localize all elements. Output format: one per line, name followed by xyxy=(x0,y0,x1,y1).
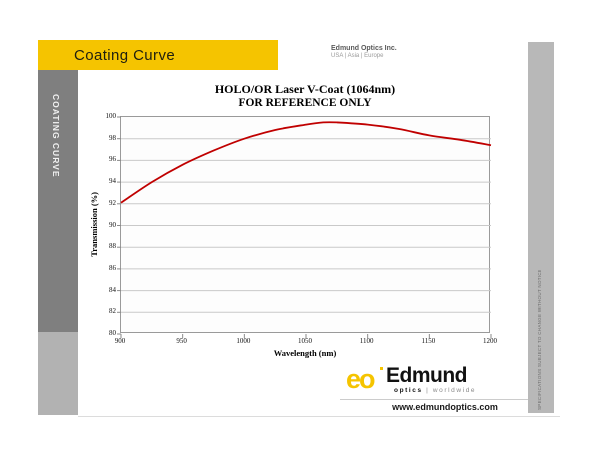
y-tick-label: 94 xyxy=(109,177,116,186)
footer-divider xyxy=(340,399,528,400)
x-tick-label: 950 xyxy=(176,337,187,345)
page-title: Coating Curve xyxy=(74,46,176,64)
transmission-chart-plot xyxy=(117,116,492,338)
y-tick-label: 80 xyxy=(109,329,116,337)
x-tick-label: 900 xyxy=(114,337,126,345)
y-tick-label: 90 xyxy=(109,220,116,229)
y-tick-label: 92 xyxy=(109,198,116,207)
x-tick-label: 1050 xyxy=(298,337,312,345)
logo-letter-o: o xyxy=(359,364,375,394)
sidebar-tab: COATING CURVE xyxy=(38,70,78,332)
sidebar-tab-label: COATING CURVE xyxy=(51,94,61,178)
y-tick-label: 88 xyxy=(109,242,116,251)
page-bottom-rule xyxy=(78,416,560,417)
x-tick-label: 1100 xyxy=(359,337,374,345)
company-regions: USA | Asia | Europe xyxy=(331,53,384,59)
y-tick-label: 96 xyxy=(109,155,116,164)
company-block: Edmund Optics Inc. USA | Asia | Europe xyxy=(331,45,397,59)
edge-strip: SPECIFICATIONS SUBJECT TO CHANGE WITHOUT… xyxy=(528,42,554,413)
x-tick-label: 1150 xyxy=(421,337,436,345)
header-bar: Coating Curve xyxy=(38,40,278,70)
y-tick-label: 84 xyxy=(109,285,116,294)
y-tick-label: 98 xyxy=(109,133,116,142)
x-tick-label: 1000 xyxy=(236,337,251,345)
y-tick-label: 100 xyxy=(105,112,117,120)
eo-logo-mark-icon: e o xyxy=(346,364,375,394)
x-axis-label: Wavelength (nm) xyxy=(273,348,337,358)
logo-name: Edmund xyxy=(386,364,468,387)
y-axis-label-wrap: Transmission (%) xyxy=(88,116,100,333)
company-name: Edmund Optics Inc. xyxy=(331,45,397,52)
transmission-curve-svg xyxy=(117,116,492,338)
x-tick-label: 1200 xyxy=(483,337,497,345)
sidebar-tab-lower xyxy=(38,332,78,415)
chart-title: HOLO/OR Laser V-Coat (1064nm) xyxy=(214,82,396,96)
logo-trademark-square-icon xyxy=(380,367,383,370)
y-axis-label: Transmission (%) xyxy=(89,192,99,257)
y-tick-label: 86 xyxy=(109,263,116,272)
edge-fine-print: SPECIFICATIONS SUBJECT TO CHANGE WITHOUT… xyxy=(537,270,542,410)
y-tick-label: 82 xyxy=(109,307,116,316)
logo-letter-e: e xyxy=(346,364,361,394)
website-link[interactable]: www.edmundoptics.com xyxy=(392,402,498,412)
chart-subtitle: FOR REFERENCE ONLY xyxy=(238,97,372,109)
chart-title-block: HOLO/OR Laser V-Coat (1064nm) FOR REFERE… xyxy=(120,82,490,109)
logo-tagline-optics: optics xyxy=(394,387,423,394)
logo-tagline-worldwide: | worldwide xyxy=(426,387,477,394)
transmission-curve xyxy=(120,121,492,204)
logo-tagline: optics | worldwide xyxy=(394,387,476,394)
